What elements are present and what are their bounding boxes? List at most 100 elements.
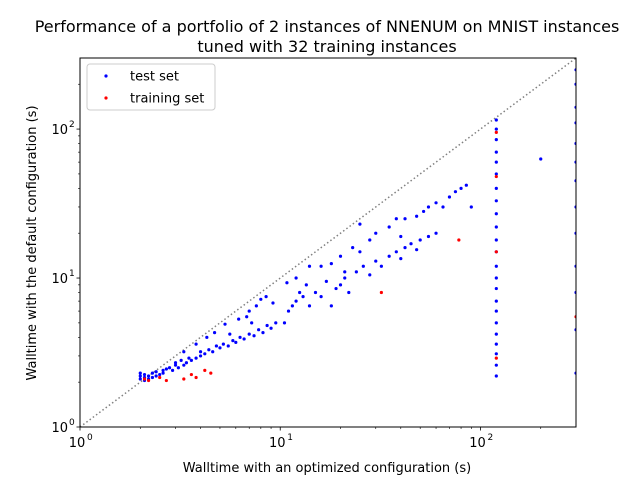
test-set-point — [211, 350, 215, 354]
test-set-point — [494, 225, 498, 229]
test-set-point — [409, 242, 413, 246]
test-set-point — [264, 295, 268, 299]
test-set-point — [494, 286, 498, 291]
test-set-point — [464, 183, 468, 187]
test-set-point — [374, 259, 378, 263]
test-set-point — [494, 150, 498, 154]
test-set-point — [231, 339, 235, 343]
training-set-point — [146, 378, 151, 383]
test-set-point — [343, 276, 347, 280]
x-tick-label: 10 — [469, 436, 486, 451]
test-set-point — [238, 335, 242, 339]
test-set-point — [150, 375, 155, 380]
y-tick-label: 10 — [51, 421, 68, 436]
test-set-point — [237, 317, 241, 321]
test-set-point — [142, 372, 147, 377]
test-set-point — [182, 350, 186, 354]
test-set-point — [301, 295, 305, 299]
test-set-point — [434, 201, 438, 205]
test-set-point — [203, 352, 207, 356]
test-set-point — [368, 238, 372, 242]
data-points — [138, 68, 576, 383]
test-set-point — [494, 199, 498, 203]
test-set-point — [347, 290, 351, 295]
test-set-point — [207, 348, 211, 352]
test-set-point — [494, 264, 498, 268]
test-set-point — [271, 301, 275, 305]
test-set-point — [313, 290, 318, 295]
test-set-point — [434, 231, 438, 235]
test-set-point — [189, 358, 193, 362]
test-set-point — [247, 309, 251, 313]
test-set-point — [379, 264, 383, 268]
test-set-point — [494, 374, 498, 378]
test-set-point — [494, 212, 498, 216]
legend-label-training-set: training set — [130, 92, 204, 107]
test-set-point — [194, 356, 198, 360]
test-set-point — [298, 290, 302, 295]
test-set-point — [252, 334, 256, 338]
test-set-point — [261, 331, 265, 335]
training-set-point — [209, 371, 213, 375]
test-set-point — [453, 190, 458, 194]
test-set-point — [247, 332, 251, 336]
test-set-point — [170, 368, 175, 372]
test-set-point — [158, 372, 162, 377]
legend-label-test-set: test set — [130, 70, 179, 85]
test-set-point — [338, 283, 343, 287]
x-tick-label: 10 — [69, 436, 86, 451]
legend: test set training set — [86, 63, 216, 111]
test-set-point — [338, 254, 343, 258]
test-set-point — [494, 321, 498, 325]
test-set-point — [282, 321, 287, 325]
test-set-point — [138, 374, 142, 378]
test-set-point — [198, 350, 203, 354]
test-set-point — [418, 238, 422, 242]
test-set-point — [426, 205, 431, 209]
diagonal-line — [79, 57, 577, 428]
test-set-point — [304, 283, 308, 287]
test-set-point — [294, 299, 298, 303]
test-set-point — [257, 328, 261, 332]
test-set-point — [194, 342, 198, 346]
test-set-point — [184, 361, 189, 365]
training-set-point — [494, 250, 498, 254]
test-set-point — [242, 337, 246, 341]
y-tick-exponent: 2 — [69, 120, 75, 130]
test-set-point — [459, 186, 463, 190]
legend-marker-test-set — [104, 74, 108, 78]
test-set-point — [286, 309, 291, 313]
training-set-point — [194, 375, 198, 380]
x-tick-exponent: 2 — [487, 433, 493, 443]
test-set-point — [494, 160, 498, 164]
test-set-point — [399, 257, 403, 261]
test-set-point — [399, 234, 403, 239]
test-set-point — [494, 363, 498, 367]
plot-area: 10 0 10 1 10 210 010 110 2 — [51, 57, 577, 451]
test-set-point — [176, 366, 180, 370]
test-set-point — [329, 304, 333, 308]
x-tick-exponent: 1 — [287, 433, 293, 443]
test-set-point — [329, 262, 333, 266]
test-set-point — [368, 273, 372, 277]
test-set-point — [173, 361, 178, 365]
x-tick-label: 10 — [269, 436, 286, 451]
test-set-point — [307, 264, 312, 268]
test-set-point — [274, 321, 278, 325]
training-set-point — [457, 238, 461, 242]
training-set-point — [189, 372, 193, 377]
test-set-point — [269, 326, 273, 330]
test-set-point — [161, 371, 165, 375]
chart-subtitle: tuned with 32 training instances — [197, 37, 456, 56]
test-set-point — [494, 172, 498, 176]
test-set-point — [198, 354, 203, 358]
training-set-point — [494, 174, 498, 179]
test-set-point — [494, 137, 498, 142]
test-set-point — [138, 371, 142, 375]
test-set-point — [403, 246, 407, 250]
test-set-point — [214, 344, 219, 348]
test-set-point — [387, 225, 391, 229]
test-set-point — [285, 281, 289, 285]
training-set-point — [142, 377, 147, 381]
